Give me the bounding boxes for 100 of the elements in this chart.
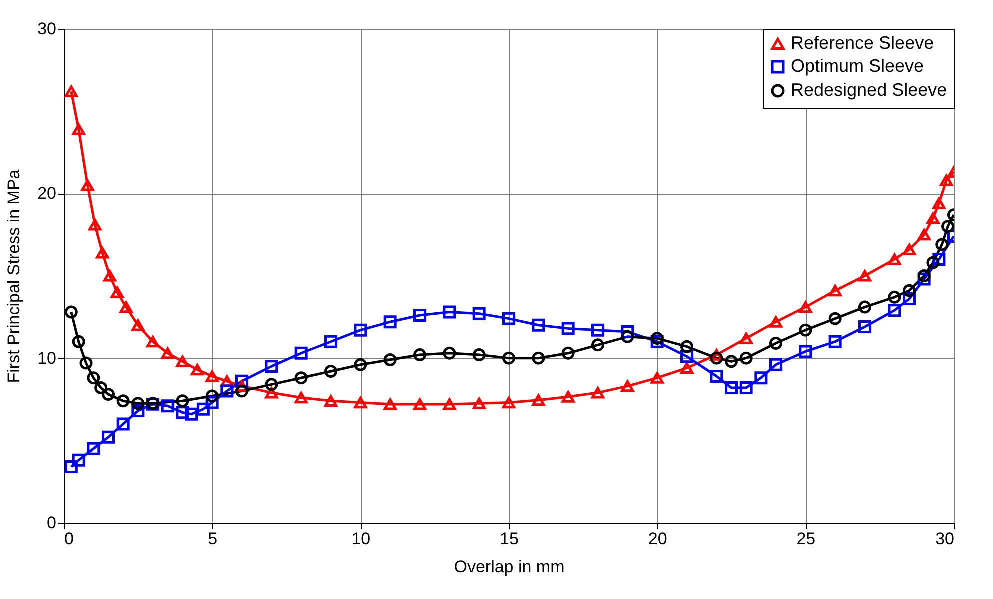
point bbox=[502, 397, 516, 409]
point bbox=[799, 345, 812, 358]
point bbox=[87, 442, 100, 456]
legend-label: Redesigned Sleeve bbox=[791, 80, 948, 100]
point bbox=[770, 358, 782, 372]
point bbox=[940, 174, 954, 186]
point bbox=[80, 356, 93, 370]
point bbox=[621, 330, 634, 344]
point bbox=[196, 402, 210, 416]
y-tick-label: 0 bbox=[47, 514, 56, 532]
point bbox=[592, 338, 604, 352]
point bbox=[725, 355, 738, 368]
point bbox=[116, 418, 130, 431]
point bbox=[926, 212, 940, 224]
point bbox=[562, 346, 575, 360]
point bbox=[294, 346, 308, 360]
point bbox=[384, 353, 397, 366]
point bbox=[680, 362, 694, 374]
point bbox=[161, 400, 174, 413]
point bbox=[102, 430, 115, 444]
y-axis-title: First Principal Stress in MPa bbox=[4, 169, 24, 384]
point bbox=[414, 348, 426, 362]
point bbox=[354, 324, 368, 337]
point bbox=[384, 398, 397, 410]
x-tick-label: 10 bbox=[352, 530, 371, 548]
point bbox=[472, 348, 486, 362]
point bbox=[740, 381, 753, 394]
point bbox=[81, 180, 94, 192]
x-tick-label: 15 bbox=[500, 530, 519, 548]
point bbox=[132, 320, 145, 332]
point bbox=[918, 229, 931, 241]
point bbox=[120, 301, 133, 314]
point bbox=[592, 387, 604, 399]
x-tick-label: 25 bbox=[796, 530, 816, 548]
point bbox=[926, 256, 940, 270]
point bbox=[103, 270, 116, 282]
point bbox=[828, 285, 842, 297]
point bbox=[132, 397, 145, 410]
point bbox=[354, 358, 368, 372]
point bbox=[146, 336, 160, 348]
point bbox=[414, 309, 426, 322]
point bbox=[72, 335, 86, 348]
point bbox=[502, 352, 516, 365]
point bbox=[858, 320, 872, 334]
point bbox=[64, 306, 78, 319]
point bbox=[64, 460, 78, 474]
point bbox=[936, 238, 949, 252]
point bbox=[236, 384, 248, 398]
point bbox=[770, 337, 782, 350]
point bbox=[72, 124, 86, 136]
point bbox=[472, 398, 486, 410]
x-tick-label: 5 bbox=[208, 530, 218, 548]
point bbox=[185, 408, 198, 421]
point bbox=[710, 370, 724, 383]
point bbox=[942, 220, 954, 234]
point bbox=[828, 335, 842, 348]
point bbox=[64, 86, 78, 98]
y-tick-label: 30 bbox=[38, 20, 56, 38]
legend-label: Reference Sleeve bbox=[791, 33, 934, 53]
point bbox=[828, 312, 842, 326]
point bbox=[176, 394, 190, 408]
point bbox=[265, 360, 278, 374]
point bbox=[888, 304, 902, 318]
point bbox=[562, 322, 575, 336]
point bbox=[191, 364, 204, 376]
point bbox=[443, 306, 456, 319]
point bbox=[116, 394, 130, 408]
point bbox=[324, 365, 338, 378]
point bbox=[72, 454, 86, 467]
point bbox=[532, 352, 546, 365]
point bbox=[710, 352, 724, 365]
point bbox=[770, 316, 782, 328]
x-tick-label: 30 bbox=[936, 530, 954, 548]
point bbox=[858, 270, 872, 282]
x-tick-label: 20 bbox=[648, 530, 668, 548]
point bbox=[294, 392, 308, 404]
point bbox=[754, 372, 768, 385]
point bbox=[102, 388, 115, 402]
point bbox=[294, 372, 308, 385]
point bbox=[502, 312, 516, 326]
point bbox=[799, 301, 812, 314]
point bbox=[532, 318, 546, 332]
point bbox=[592, 324, 604, 337]
point bbox=[324, 335, 338, 348]
legend-label: Optimum Sleeve bbox=[791, 56, 924, 76]
point bbox=[740, 332, 753, 344]
point bbox=[110, 286, 124, 298]
point bbox=[220, 384, 234, 398]
point bbox=[88, 219, 102, 231]
point bbox=[472, 307, 486, 320]
point bbox=[918, 270, 931, 282]
point bbox=[265, 378, 278, 392]
point bbox=[650, 372, 664, 384]
point bbox=[888, 290, 902, 304]
point bbox=[903, 244, 916, 256]
point bbox=[206, 390, 219, 403]
point bbox=[680, 340, 694, 354]
point bbox=[384, 316, 397, 329]
x-axis-title: Overlap in mm bbox=[454, 558, 565, 576]
point bbox=[650, 332, 664, 346]
